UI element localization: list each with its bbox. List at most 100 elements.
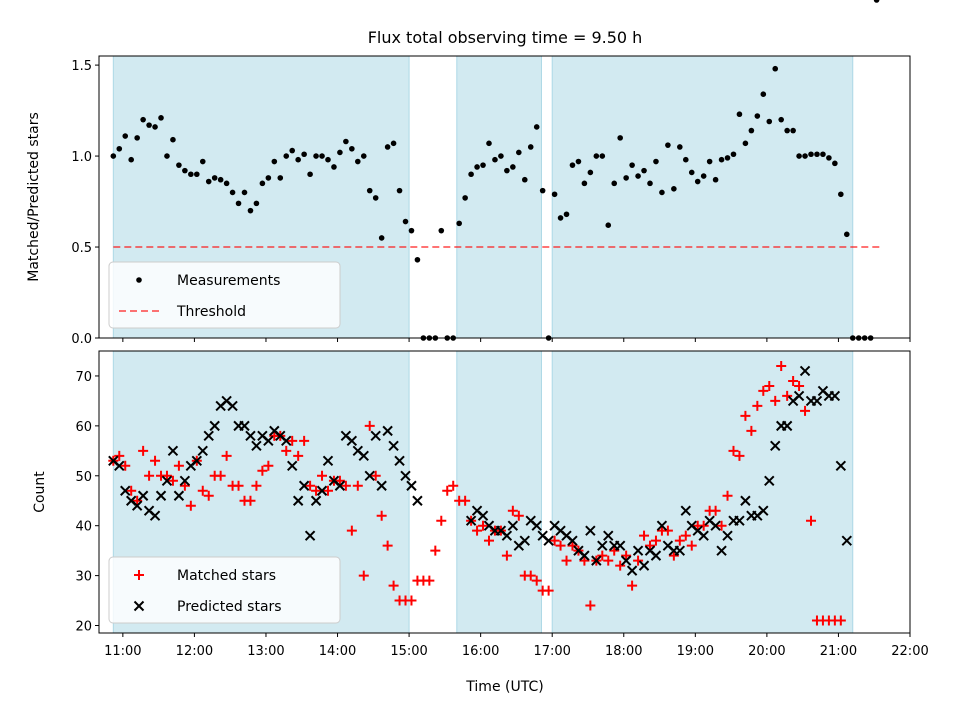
predicted-point — [114, 460, 125, 472]
matched-point — [668, 550, 679, 561]
matched-point — [597, 550, 608, 561]
predicted-point — [507, 520, 519, 531]
measurement-point — [706, 158, 713, 165]
matched-point — [543, 585, 554, 596]
matched-point — [585, 600, 596, 611]
matched-point — [334, 475, 345, 486]
predicted-point — [388, 440, 399, 452]
y-tick-label: 60 — [75, 420, 92, 435]
measurement-point — [521, 176, 528, 183]
matched-point — [806, 515, 817, 526]
measurement-point — [307, 171, 313, 178]
chart-title: Flux total observing time = 9.50 h — [368, 28, 643, 47]
measurement-point — [480, 162, 486, 168]
predicted-point — [734, 515, 745, 526]
predicted-point — [638, 560, 650, 571]
matched-point — [161, 470, 172, 481]
observing-interval — [551, 350, 854, 634]
measurement-point — [283, 153, 290, 159]
measurement-point — [694, 178, 701, 185]
matched-point — [203, 490, 214, 501]
matched-point — [245, 495, 256, 506]
matched-point — [358, 570, 369, 581]
matched-point — [167, 475, 178, 486]
predicted-point — [781, 420, 793, 432]
measurement-point — [605, 222, 612, 228]
matched-point — [788, 375, 799, 386]
matched-point — [746, 425, 757, 436]
measurement-point — [456, 220, 462, 227]
predicted-point — [531, 520, 542, 531]
legend — [108, 556, 341, 624]
matched-point — [424, 575, 435, 586]
measurement-point — [742, 140, 749, 147]
observing-interval — [456, 350, 542, 634]
measurement-point — [331, 164, 337, 170]
matched-point — [126, 485, 137, 496]
matched-point — [388, 580, 399, 591]
matched-point — [686, 540, 697, 551]
predicted-point — [209, 420, 220, 432]
matched-point — [185, 500, 196, 511]
measurement-point — [587, 169, 594, 176]
measurement-point — [468, 171, 474, 178]
matched-point — [340, 480, 351, 491]
predicted-point — [173, 490, 185, 501]
predicted-point — [585, 525, 596, 536]
predicted-point — [811, 395, 823, 407]
predicted-point — [287, 460, 298, 472]
predicted-point — [501, 530, 513, 541]
measurement-point — [462, 195, 468, 201]
measurement-point — [539, 187, 546, 194]
measurement-point — [736, 111, 743, 118]
matched-point — [507, 505, 518, 516]
legend-label: Matched stars — [177, 568, 276, 584]
measurement-point — [748, 127, 755, 134]
predicted-point — [179, 475, 191, 486]
predicted-point — [579, 550, 590, 561]
measurement-point — [647, 180, 653, 187]
predicted-point — [346, 435, 358, 447]
predicted-point — [155, 490, 167, 501]
measurement-point — [629, 162, 635, 168]
matched-point — [144, 470, 155, 481]
matched-point — [674, 535, 685, 546]
matched-point — [609, 545, 620, 556]
matched-point — [561, 555, 572, 566]
matched-point — [782, 390, 793, 401]
measurement-point — [772, 65, 779, 72]
ratio-panel: 0.0 0.5 1.0 1.5 Matched/Predicted stars Measu… — [26, 0, 911, 347]
measurement-point — [617, 135, 623, 141]
predicted-point — [251, 440, 262, 452]
predicted-point — [650, 550, 662, 561]
x-tick-label: 19:00 — [677, 644, 714, 659]
predicted-point — [137, 490, 149, 501]
matched-point — [233, 480, 244, 491]
measurement-point — [843, 231, 850, 238]
measurement-point — [486, 140, 492, 147]
x-tick-label: 11:00 — [104, 644, 141, 659]
measurement-point — [193, 171, 200, 178]
matched-point — [698, 520, 709, 531]
measurement-point — [116, 145, 123, 152]
matched-point — [740, 410, 751, 421]
legend-dot-icon — [136, 277, 142, 283]
measurement-point — [533, 124, 540, 130]
predicted-point — [591, 555, 602, 566]
legend-label: Predicted stars — [177, 599, 282, 615]
predicted-point — [334, 480, 346, 491]
y-tick-label: 1.5 — [71, 59, 92, 74]
y-tick-label: 40 — [75, 520, 92, 535]
matched-point — [430, 545, 441, 556]
y-tick-label: 0.5 — [71, 241, 92, 256]
matched-point — [317, 470, 328, 481]
measurement-point — [659, 189, 665, 196]
measurement-point — [241, 189, 248, 196]
predicted-point — [245, 430, 256, 442]
matched-point — [716, 520, 727, 531]
matched-point — [483, 535, 494, 546]
measurement-point — [152, 124, 158, 130]
matched-point — [710, 505, 721, 516]
predicted-point — [197, 445, 208, 457]
matched-point — [150, 455, 161, 466]
